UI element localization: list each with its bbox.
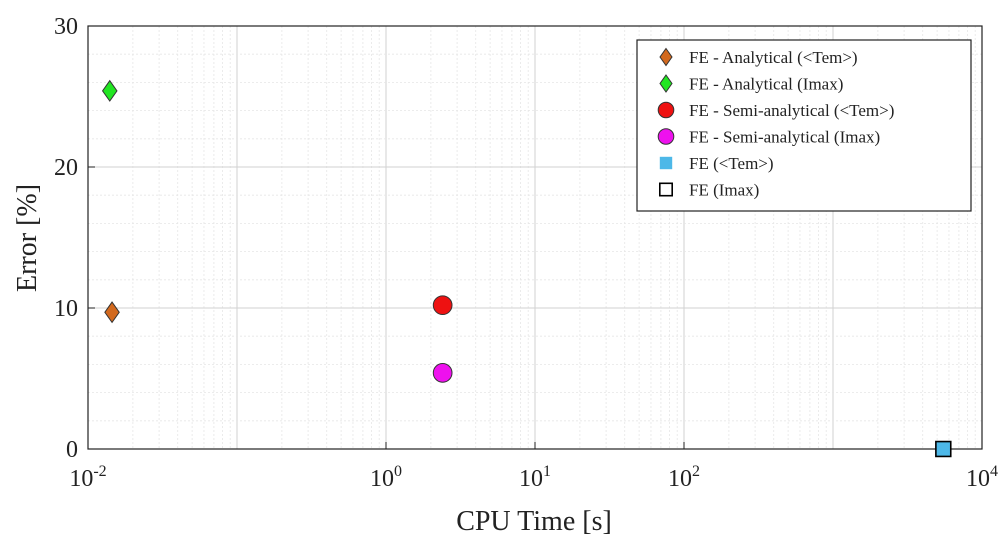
legend-label: FE - Analytical (Imax)	[689, 75, 843, 94]
x-tick-label: 104	[966, 463, 998, 492]
x-tick-label: 100	[370, 463, 402, 492]
legend-marker	[657, 101, 675, 119]
legend-label: FE - Semi-analytical (Imax)	[689, 128, 880, 147]
legend-marker	[658, 182, 673, 197]
legend-label: FE - Analytical (<Tem>)	[689, 48, 858, 67]
y-tick-label: 20	[54, 155, 78, 181]
x-tick-label: 10-2	[69, 463, 106, 492]
legend-label: FE - Semi-analytical (<Tem>)	[689, 101, 894, 120]
data-point	[432, 363, 453, 383]
data-point	[104, 301, 120, 324]
axis-ticks: 10-2 100 101 102 104 0 10 20 30	[54, 14, 998, 492]
legend-label: FE (Imax)	[689, 181, 759, 200]
legend: FE - Analytical (<Tem>) FE - Analytical (…	[636, 39, 972, 212]
legend-marker	[657, 128, 675, 145]
x-tick-label: 101	[519, 463, 551, 492]
data-point	[935, 440, 952, 458]
y-tick-label: 30	[54, 14, 78, 40]
x-axis-label: CPU Time [s]	[456, 506, 612, 535]
legend-marker	[659, 47, 673, 67]
y-axis-label: Error [%]	[12, 184, 43, 292]
data-point	[935, 441, 951, 457]
data-markers	[101, 79, 952, 458]
data-point	[432, 295, 453, 316]
data-point	[101, 79, 118, 102]
y-tick-label: 10	[54, 296, 78, 322]
legend-marker	[659, 74, 673, 93]
legend-box	[636, 39, 972, 212]
x-tick-label: 102	[668, 463, 700, 492]
legend-marker	[659, 156, 673, 170]
y-tick-label: 0	[66, 437, 78, 463]
legend-label: FE (<Tem>)	[689, 154, 774, 173]
